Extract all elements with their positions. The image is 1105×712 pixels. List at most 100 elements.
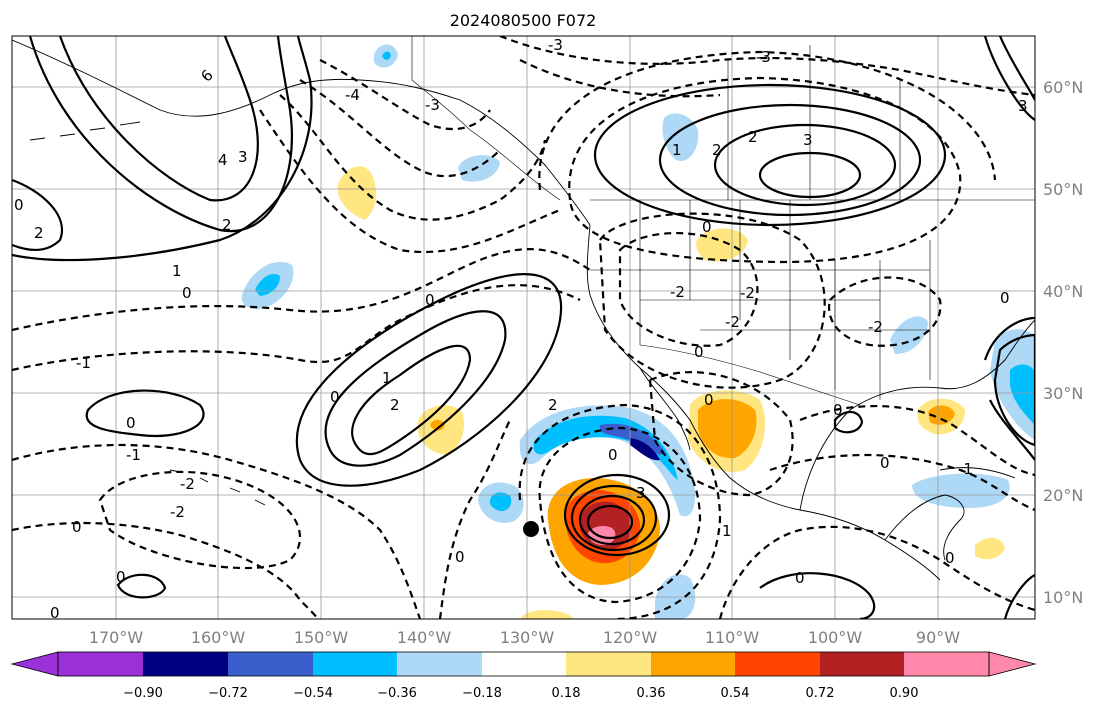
positive-blob-gulf-core: [928, 405, 955, 425]
longitude-label: 120°W: [603, 628, 658, 647]
negative-blob-texas: [890, 316, 928, 355]
contour-label: 0: [50, 604, 60, 622]
contour-label: 0: [14, 196, 24, 214]
south-solid-2: [759, 572, 876, 619]
contour-label: -4: [345, 86, 360, 104]
positive-blob-south: [520, 609, 575, 619]
longitude-label: 160°W: [191, 628, 246, 647]
colorbar-segment: [735, 652, 820, 676]
pacific-ridge-3: [295, 273, 563, 487]
storm-contour-2: [578, 494, 646, 546]
ne-solid-2: [983, 36, 1035, 121]
contour-label: 3: [238, 148, 248, 166]
map-panel: -3 6 4 3 2 1 0 -1 0 -1 -2 -2 0 0 0 1 2 0…: [11, 35, 1036, 622]
negative-blob-bc: [458, 155, 500, 182]
contour-label: 2: [712, 141, 722, 159]
contour-label: 0: [330, 388, 340, 406]
contour-label: 0: [116, 568, 126, 586]
coastline-aleutians: [29, 121, 141, 141]
negative-blob-east-coast-core: [1010, 364, 1035, 425]
contour-label: -1: [76, 354, 91, 372]
colorbar-segment: [313, 652, 397, 676]
map-frame: [11, 35, 1036, 620]
contour-label: 0: [455, 548, 465, 566]
contour-label: 0: [795, 569, 805, 587]
latitude-label: 40°N: [1043, 282, 1083, 301]
coastline-gulf: [799, 319, 1035, 511]
contour-label: 0: [126, 414, 136, 432]
colorbar-tick-label: 0.18: [552, 686, 581, 701]
contour-label: 2: [548, 396, 558, 414]
contour-label: 0: [833, 401, 843, 419]
colorbar-segment: [228, 652, 313, 676]
contour-label: 4: [218, 151, 228, 169]
pacific-ridge-1: [351, 344, 472, 456]
east-solid-1: [833, 410, 864, 434]
longitude-label: 140°W: [397, 628, 452, 647]
north-dashed-2: [519, 59, 721, 98]
us-dashed-2: [598, 212, 826, 389]
border-us-mexico: [639, 344, 861, 406]
contour-label: 0: [182, 284, 192, 302]
west-high-2: [58, 36, 259, 202]
colorbar: −0.90 −0.72 −0.54 −0.36 −0.18 0.18 0.36 …: [10, 651, 1037, 701]
latitude-axis: 60°N 50°N 40°N 30°N 20°N 10°N: [1043, 78, 1083, 607]
colorbar-segment: [143, 652, 228, 676]
longitude-label: 130°W: [500, 628, 555, 647]
positive-blob-140w-core: [430, 419, 445, 431]
graticule: [12, 36, 1035, 619]
latitude-label: 10°N: [1043, 588, 1083, 607]
coastline-north-america-west: [586, 224, 941, 581]
colorbar-tick-label: 0.54: [721, 686, 750, 701]
longitude-label: 100°W: [808, 628, 863, 647]
pacific-dashed-5: [12, 521, 319, 619]
west-high-1: [12, 178, 63, 252]
negative-blob-pacific-core: [255, 273, 280, 296]
ne-solid-1: [998, 36, 1035, 101]
longitude-label: 90°W: [916, 628, 960, 647]
coastline-yucatan: [884, 494, 965, 561]
colorbar-tick-label: 0.90: [890, 686, 919, 701]
positive-blob-gulf-alaska: [337, 166, 377, 220]
east-high-3: [989, 399, 1035, 461]
coastline-hawaii: [169, 469, 266, 506]
latitude-label: 30°N: [1043, 384, 1083, 403]
colorbar-segment: [651, 652, 735, 676]
contour-label: -3: [756, 48, 771, 66]
map-title: 2024080500 F072: [450, 11, 597, 30]
positive-blob-nevada: [696, 228, 748, 262]
negative-anomaly-arc-deep: [630, 438, 660, 461]
contour-label: 0: [1000, 289, 1010, 307]
pacific-solid-low: [85, 389, 205, 437]
contour-label: 2: [34, 224, 44, 242]
colorbar-segment: [566, 652, 651, 676]
east-dashed-3: [718, 525, 1035, 619]
gulf-alaska-dashed-4: [259, 109, 561, 254]
longitude-axis: 170°W 160°W 150°W 140°W 130°W 120°W 110°…: [89, 628, 960, 647]
colorbar-segment: [397, 652, 482, 676]
contour-label: -2: [670, 283, 685, 301]
contour-labels: -3 6 4 3 2 1 0 -1 0 -1 -2 -2 0 0 0 1 2 0…: [14, 36, 1028, 622]
border-states-2: [590, 269, 930, 331]
map-background: [12, 36, 1035, 619]
contour-label: -2: [725, 313, 740, 331]
contour-label: 0: [704, 391, 714, 409]
position-marker: [523, 521, 539, 537]
canada-high-3: [658, 103, 922, 217]
colorbar-tick-label: −0.90: [123, 686, 163, 701]
gulf-alaska-dashed-1: [279, 94, 547, 221]
pacific-ridge-2: [324, 310, 507, 467]
negative-anomaly-west-core: [489, 492, 512, 512]
contour-label: -2: [180, 475, 195, 493]
east-dashed-2: [769, 453, 1035, 512]
storm-dashed-contour-2: [518, 403, 722, 619]
canada-high-2: [713, 123, 897, 207]
colorbar-tick-label: 0.36: [637, 686, 666, 701]
colorbar-tick-label: 0.72: [806, 686, 835, 701]
colorbar-tick-label: −0.36: [377, 686, 417, 701]
contour-label: 3: [1018, 97, 1028, 115]
canada-high-1: [758, 151, 862, 199]
contour-label: 2: [222, 216, 232, 234]
west-high-4: [12, 36, 313, 262]
